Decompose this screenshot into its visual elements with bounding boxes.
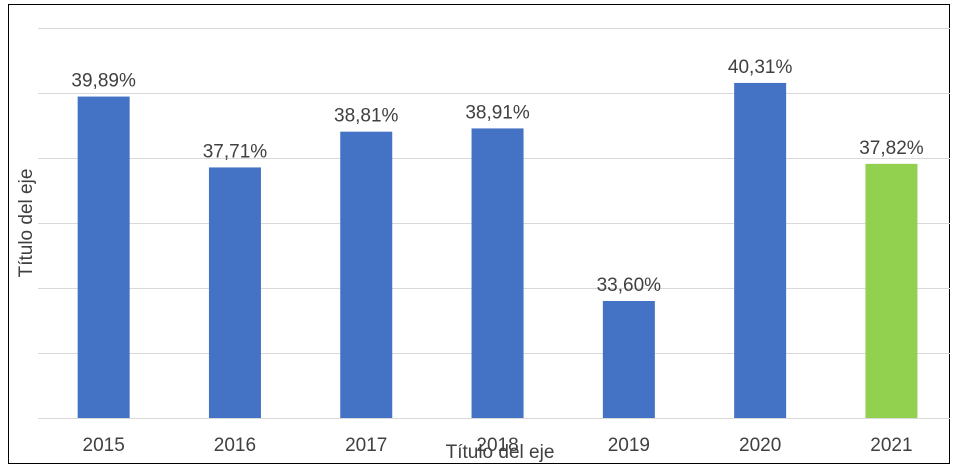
data-label: 33,60%	[597, 275, 662, 296]
bar	[602, 301, 655, 418]
data-label: 39,89%	[71, 71, 136, 92]
data-label: 37,71%	[203, 141, 268, 162]
bar	[734, 82, 787, 419]
x-tick-label: 2015	[83, 435, 125, 456]
x-tick-label: 2021	[870, 435, 912, 456]
x-tick-label: 2018	[476, 435, 518, 456]
bar	[340, 131, 393, 419]
data-label: 40,31%	[728, 57, 793, 78]
x-axis-title: Título del eje	[446, 442, 555, 463]
x-tick-label: 2019	[608, 435, 650, 456]
y-axis-title: Título del eje	[16, 169, 37, 278]
x-tick-label: 2020	[739, 435, 781, 456]
x-tick-label: 2017	[345, 435, 387, 456]
bar	[77, 96, 130, 418]
bar	[865, 163, 918, 418]
bar	[471, 128, 524, 419]
data-label: 38,91%	[465, 102, 530, 123]
data-label: 37,82%	[859, 138, 924, 159]
x-tick-label: 2016	[214, 435, 256, 456]
bar	[208, 167, 261, 418]
data-label: 38,81%	[334, 106, 399, 127]
